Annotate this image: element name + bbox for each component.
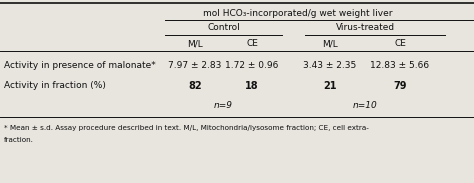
- Text: M/L: M/L: [322, 40, 338, 48]
- Text: Activity in presence of malonate*: Activity in presence of malonate*: [4, 61, 156, 70]
- Text: M/L: M/L: [187, 40, 203, 48]
- Text: Control: Control: [207, 23, 240, 33]
- Text: n=9: n=9: [214, 100, 233, 109]
- Text: CE: CE: [394, 40, 406, 48]
- Text: 21: 21: [323, 81, 337, 91]
- Text: 1.72 ± 0.96: 1.72 ± 0.96: [225, 61, 279, 70]
- Text: 18: 18: [245, 81, 259, 91]
- Text: 7.97 ± 2.83: 7.97 ± 2.83: [168, 61, 222, 70]
- Text: * Mean ± s.d. Assay procedure described in text. M/L, Mitochondria/lysosome frac: * Mean ± s.d. Assay procedure described …: [4, 125, 369, 131]
- Text: n=10: n=10: [353, 100, 377, 109]
- Text: Activity in fraction (%): Activity in fraction (%): [4, 81, 106, 91]
- Text: CE: CE: [246, 40, 258, 48]
- Text: 79: 79: [393, 81, 407, 91]
- Text: mol HCO₃-incorporated/g wet weight liver: mol HCO₃-incorporated/g wet weight liver: [203, 10, 392, 18]
- Text: Virus-treated: Virus-treated: [336, 23, 394, 33]
- Text: fraction.: fraction.: [4, 137, 34, 143]
- Text: 3.43 ± 2.35: 3.43 ± 2.35: [303, 61, 356, 70]
- Text: 12.83 ± 5.66: 12.83 ± 5.66: [371, 61, 429, 70]
- Text: 82: 82: [188, 81, 202, 91]
